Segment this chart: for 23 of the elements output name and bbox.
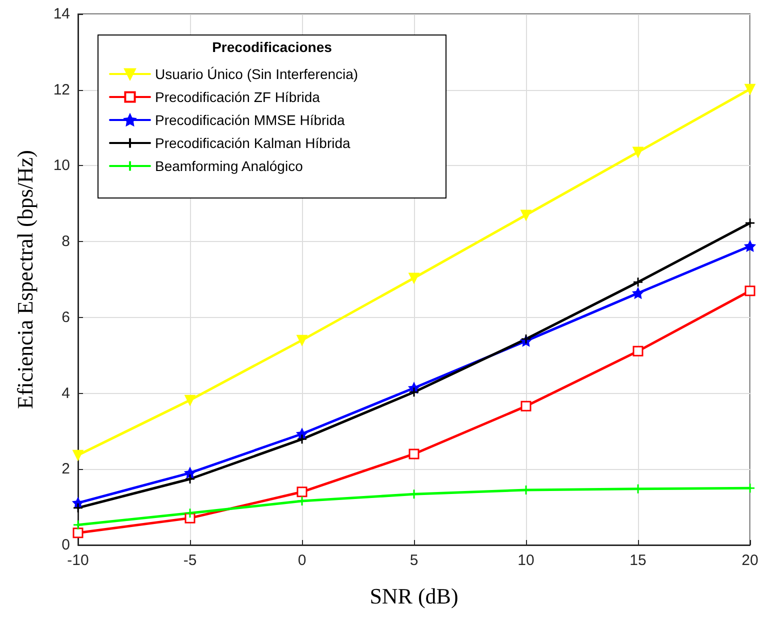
legend-label: Precodificación MMSE Híbrida [155, 112, 346, 128]
y-tick-label: 0 [62, 536, 70, 554]
x-tick-label: 0 [298, 552, 306, 569]
legend-title: Precodificaciones [212, 39, 332, 55]
y-axis-title: Eficiencia Espectral (bps/Hz) [12, 150, 38, 409]
y-tick-label: 4 [62, 384, 70, 402]
x-axis-title: SNR (dB) [370, 584, 458, 608]
x-tick-label: 15 [630, 552, 646, 569]
legend-label: Precodificación Kalman Híbrida [155, 135, 351, 151]
y-tick-label: 8 [62, 233, 70, 250]
x-tick-label: -10 [67, 552, 89, 569]
y-tick-label: 10 [53, 157, 70, 174]
y-tick-label: 6 [62, 308, 70, 326]
x-tick-label: -5 [183, 552, 197, 569]
x-tick-label: 10 [518, 552, 534, 569]
legend-label: Usuario Único (Sin Interferencia) [155, 66, 358, 82]
y-tick-label: 14 [53, 6, 70, 22]
x-tick-label: 20 [742, 552, 758, 569]
y-tick-label: 12 [53, 81, 70, 98]
legend-label: Precodificación ZF Híbrida [155, 89, 320, 105]
x-tick-label: 5 [410, 552, 418, 569]
legend-label: Beamforming Analógico [155, 158, 304, 174]
y-tick-label: 2 [62, 460, 70, 478]
